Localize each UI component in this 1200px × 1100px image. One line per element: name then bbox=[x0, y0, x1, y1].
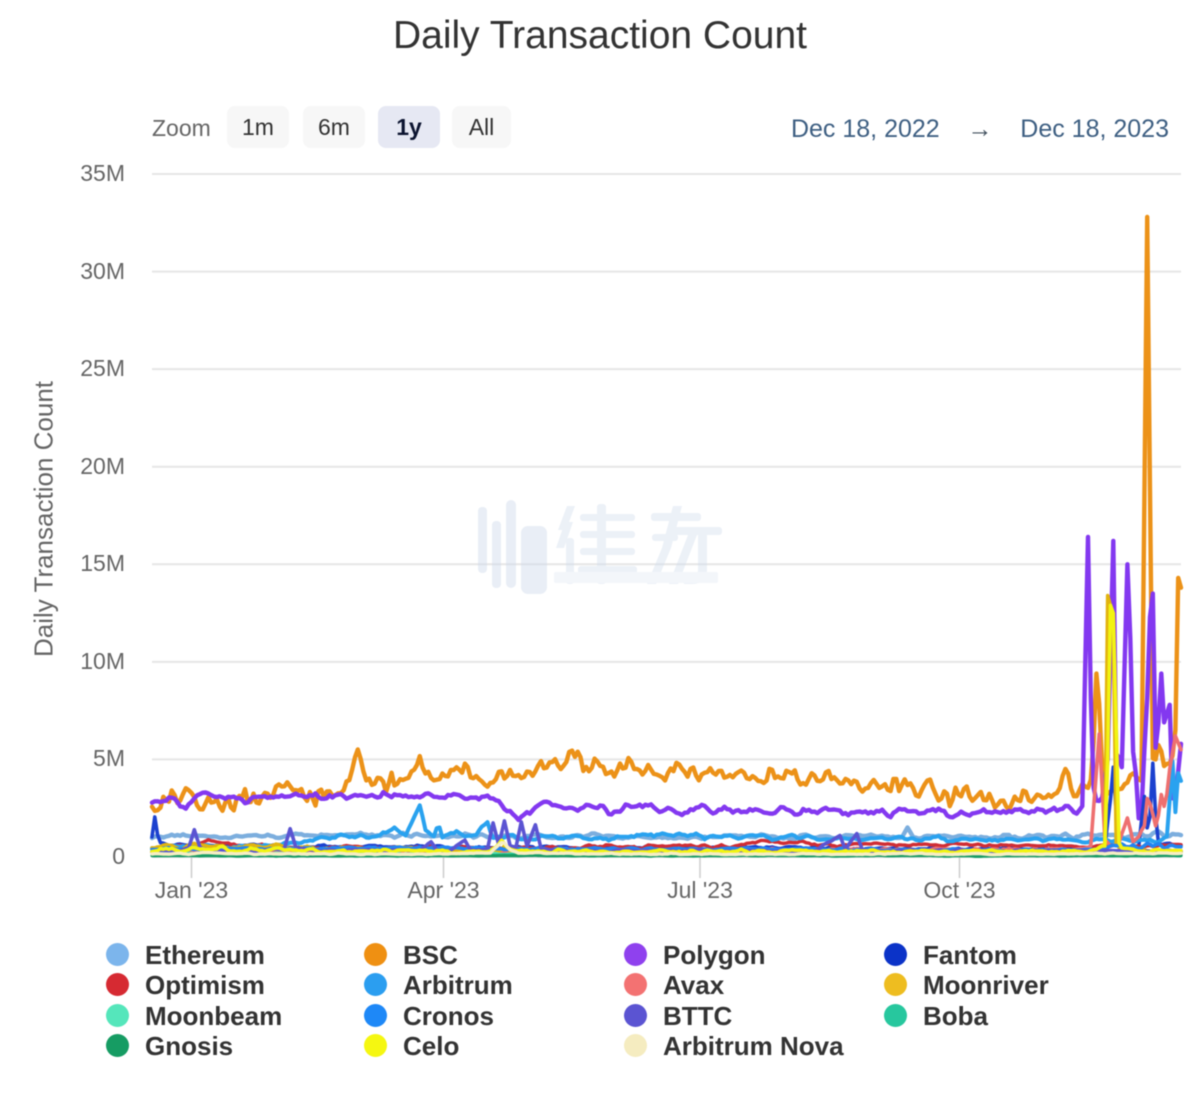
svg-text:20M: 20M bbox=[80, 453, 125, 479]
svg-text:Jan '23: Jan '23 bbox=[155, 877, 228, 903]
svg-text:35M: 35M bbox=[80, 160, 125, 186]
svg-text:Apr '23: Apr '23 bbox=[407, 877, 479, 903]
svg-text:5M: 5M bbox=[93, 745, 125, 771]
svg-text:Jul '23: Jul '23 bbox=[667, 877, 733, 903]
svg-text:10M: 10M bbox=[80, 648, 125, 674]
svg-text:25M: 25M bbox=[80, 355, 125, 381]
svg-text:Oct '23: Oct '23 bbox=[923, 877, 995, 903]
svg-text:0: 0 bbox=[112, 843, 125, 869]
svg-text:15M: 15M bbox=[80, 550, 125, 576]
svg-text:30M: 30M bbox=[80, 258, 125, 284]
